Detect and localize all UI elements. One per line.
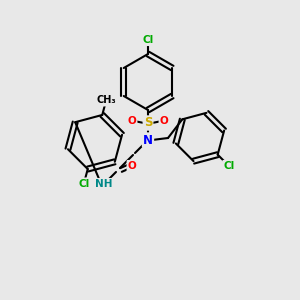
Text: S: S xyxy=(144,116,152,130)
Text: Cl: Cl xyxy=(142,35,154,45)
Text: O: O xyxy=(128,161,136,171)
Text: Cl: Cl xyxy=(78,178,89,188)
Text: N: N xyxy=(143,134,153,146)
Text: O: O xyxy=(160,116,168,126)
Text: O: O xyxy=(128,116,136,126)
Text: CH₃: CH₃ xyxy=(96,95,116,106)
Text: NH: NH xyxy=(95,179,113,189)
Text: Cl: Cl xyxy=(224,161,235,171)
